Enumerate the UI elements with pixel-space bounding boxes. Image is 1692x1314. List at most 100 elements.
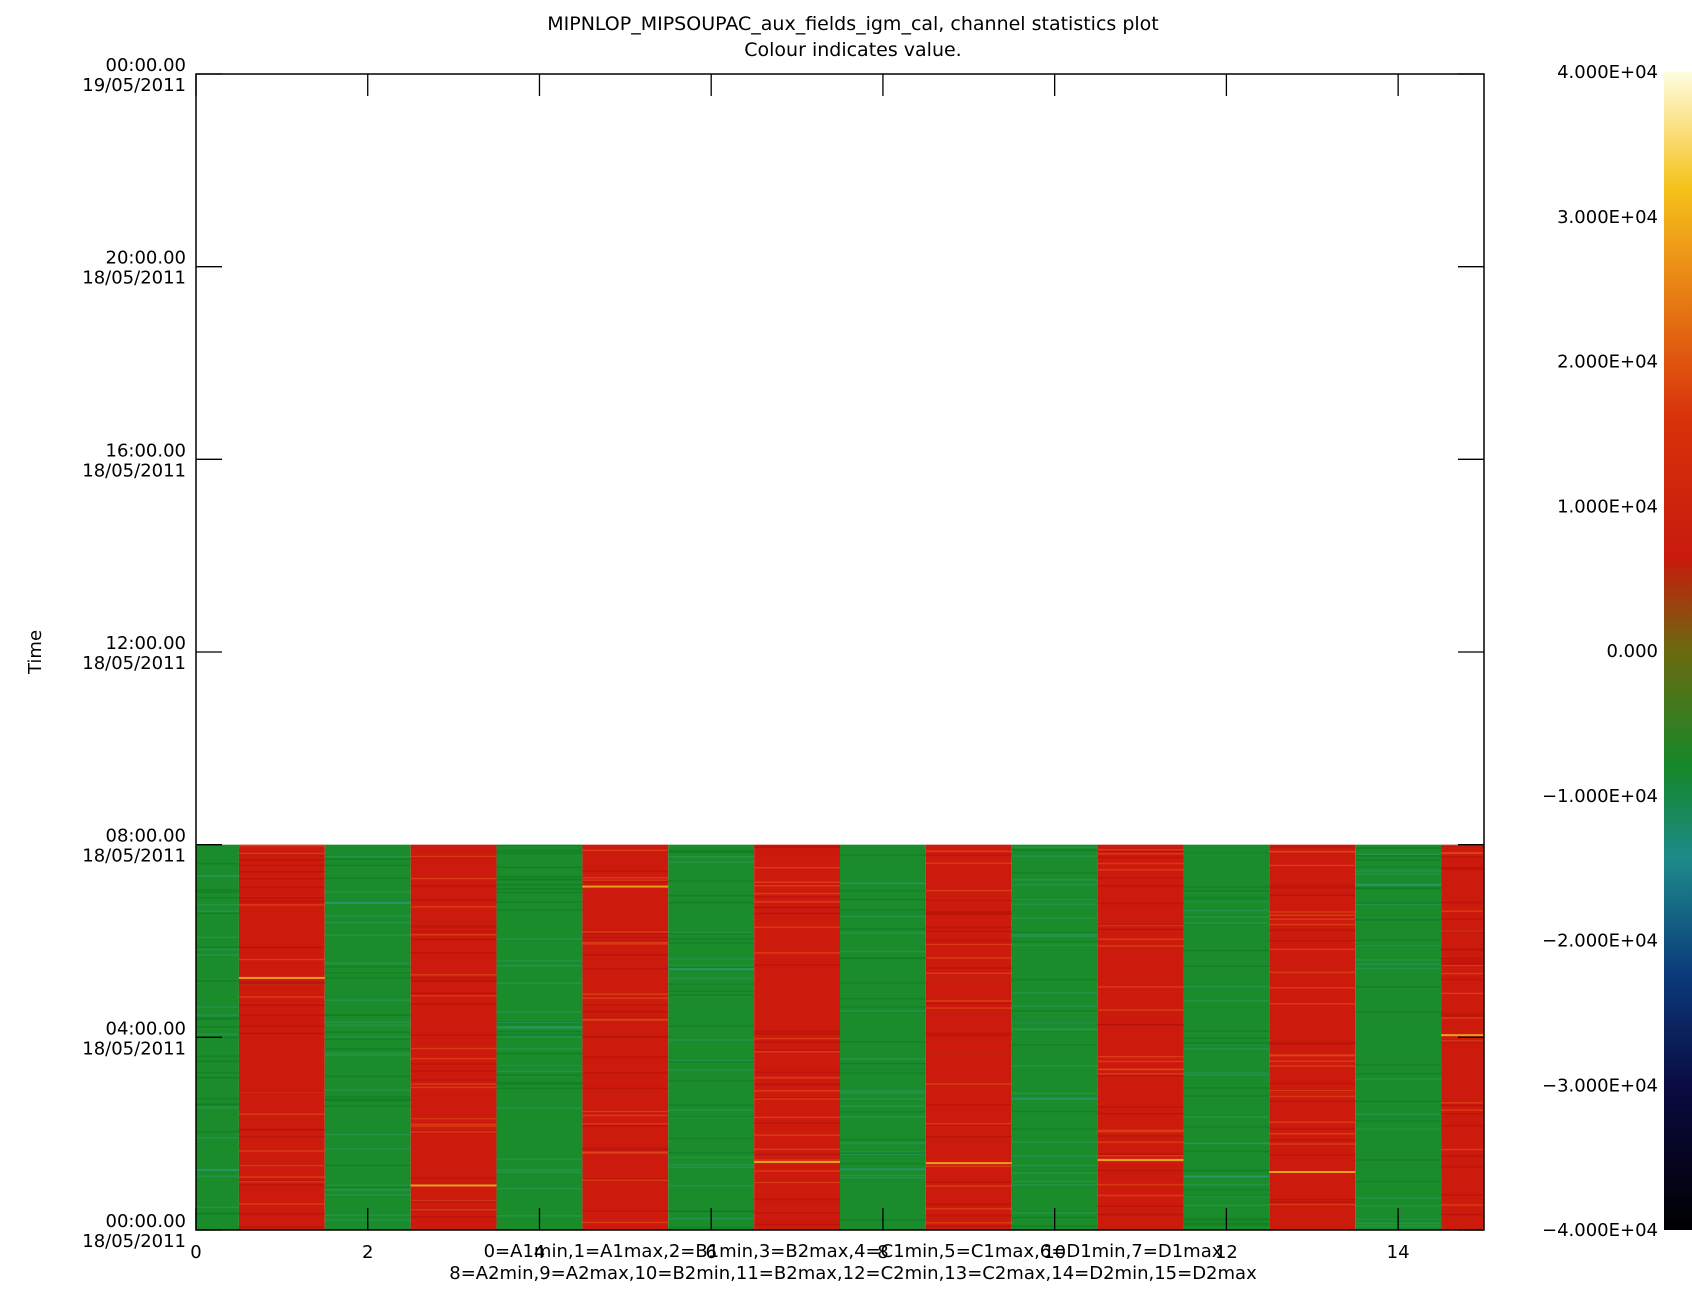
heatmap-streak (668, 932, 755, 935)
heatmap-streak (410, 1003, 497, 1005)
heatmap-streak (1269, 911, 1356, 913)
heatmap-streak (582, 1010, 669, 1013)
heatmap-cell-channel-6 (668, 844, 755, 1230)
heatmap-streak (1097, 1075, 1184, 1077)
heatmap-streak (1011, 935, 1098, 937)
heatmap-streak (1011, 931, 1098, 934)
heatmap-streak (840, 1068, 926, 1070)
y-tick-date-label: 18/05/2011 (82, 1231, 186, 1252)
heatmap-streak (840, 998, 926, 1000)
heatmap-streak (238, 1014, 325, 1017)
heatmap-streak (1269, 1203, 1356, 1206)
heatmap-streak (754, 952, 840, 954)
heatmap-streak (754, 881, 840, 883)
heatmap-streak (840, 932, 926, 934)
heatmap-streak (1097, 945, 1184, 947)
heatmap-streak (410, 977, 497, 979)
heatmap-streak-highlight (238, 976, 325, 979)
heatmap-streak (1183, 1142, 1270, 1145)
heatmap-streak (496, 852, 583, 854)
heatmap-streak (1269, 1054, 1356, 1056)
heatmap-streak (1269, 948, 1356, 951)
heatmap-streak (840, 1176, 926, 1179)
heatmap-streak (1441, 1041, 1484, 1044)
heatmap-streak (1097, 862, 1184, 865)
heatmap-streak (668, 1163, 755, 1166)
heatmap-streak (925, 943, 1012, 946)
heatmap-streak (1183, 1126, 1270, 1128)
heatmap-streak (754, 1083, 840, 1086)
heatmap-streak (196, 954, 239, 956)
colorbar (1664, 72, 1692, 1230)
heatmap-streak (496, 888, 583, 890)
heatmap-streak (754, 1116, 840, 1119)
heatmap-streak (324, 1105, 411, 1108)
heatmap-streak (1183, 1095, 1270, 1097)
heatmap-streak (1183, 852, 1270, 854)
heatmap-streak (582, 870, 669, 872)
colorbar-tick-label: −1.000E+04 (1542, 786, 1658, 807)
y-tick-date-label: 18/05/2011 (82, 460, 186, 481)
heatmap-streak-highlight (582, 885, 669, 888)
chart-subtitle: Colour indicates value. (744, 39, 961, 61)
heatmap-streak (582, 1072, 669, 1074)
heatmap-streak (668, 1039, 755, 1041)
heatmap-streak (925, 1034, 1012, 1037)
heatmap-streak (496, 909, 583, 911)
heatmap-streak (496, 1064, 583, 1066)
heatmap-streak (496, 982, 583, 984)
heatmap-streak (1269, 886, 1356, 889)
heatmap-streak (582, 1221, 669, 1224)
heatmap-streak (840, 950, 926, 953)
heatmap-streak (410, 973, 497, 976)
colorbar-tick-label: −3.000E+04 (1542, 1075, 1658, 1096)
heatmap-streak (1183, 890, 1270, 892)
heatmap-streak (324, 972, 411, 974)
heatmap-streak-highlight (668, 968, 755, 971)
heatmap-streaks (196, 844, 1484, 1229)
heatmap-streak (1441, 930, 1484, 933)
heatmap-streak (324, 1133, 411, 1136)
heatmap-streak (1183, 949, 1270, 952)
heatmap-streak (1011, 1044, 1098, 1046)
heatmap-streak (1441, 1112, 1484, 1115)
heatmap-streak (324, 962, 411, 964)
heatmap-streak (1441, 963, 1484, 965)
heatmap-streak (668, 1025, 755, 1027)
heatmap-streak (1011, 884, 1098, 886)
x-tick-label: 8 (877, 1242, 888, 1263)
heatmap-streak (1011, 1184, 1098, 1186)
heatmap-streak (840, 928, 926, 930)
heatmap-streak (410, 1200, 497, 1203)
heatmap-streak (1183, 1169, 1270, 1172)
heatmap-streak (324, 1096, 411, 1098)
heatmap-streak (324, 1148, 411, 1150)
heatmap-streak (410, 899, 497, 901)
y-tick-date-label: 18/05/2011 (82, 846, 186, 867)
heatmap-streak (1011, 1110, 1098, 1113)
heatmap-streak (840, 1152, 926, 1154)
heatmap-streak (754, 1159, 840, 1161)
heatmap-streak (925, 957, 1012, 959)
heatmap-streak (1269, 1128, 1356, 1130)
heatmap-streak (668, 990, 755, 992)
heatmap-streak (1269, 1100, 1356, 1102)
heatmap-streak (1097, 1009, 1184, 1011)
y-tick-time-label: 16:00.00 (106, 440, 187, 461)
heatmap-streak (1355, 853, 1442, 856)
heatmap-streak (1355, 959, 1442, 961)
heatmap-streak (668, 958, 755, 960)
heatmap-streak (1097, 1106, 1184, 1108)
heatmap-streak (324, 1052, 411, 1055)
heatmap-streak (754, 866, 840, 869)
heatmap-streak (582, 1114, 669, 1117)
heatmap-streak (196, 1018, 239, 1020)
heatmap-streak (754, 901, 840, 903)
heatmap-streak (410, 1083, 497, 1085)
heatmap-streak (925, 1225, 1012, 1228)
heatmap-streak (496, 965, 583, 967)
heatmap-streak (668, 964, 755, 967)
heatmap-streak (238, 853, 325, 856)
heatmap-streak (754, 1134, 840, 1136)
x-axis-ticks: 0 2 4 6 8 10 12 14 (190, 74, 1410, 1263)
